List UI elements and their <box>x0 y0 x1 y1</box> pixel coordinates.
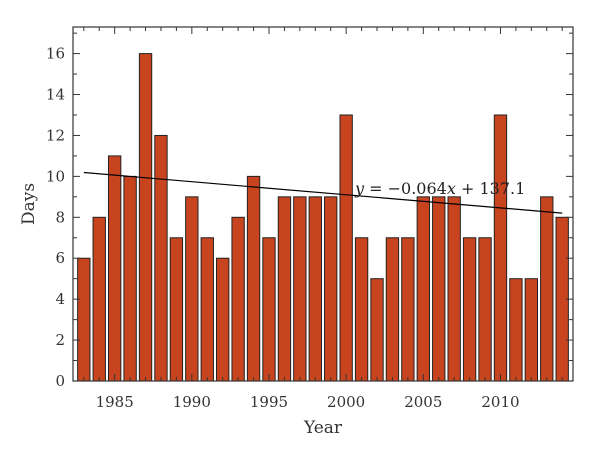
bar-2011 <box>509 278 523 382</box>
y-tick-label: 8 <box>55 208 65 226</box>
trend-line <box>83 171 563 214</box>
bar-1998 <box>308 196 322 382</box>
bar-2013 <box>540 196 554 382</box>
y-tick-label: 4 <box>55 290 65 308</box>
x-axis-title: Year <box>303 418 343 438</box>
x-tick-label: 2005 <box>404 393 442 411</box>
y-tick-label: 10 <box>46 167 65 185</box>
axes-group <box>72 26 574 382</box>
bar-1988 <box>154 134 168 382</box>
x-tick-label: 2000 <box>327 393 365 411</box>
bar-2003 <box>385 237 400 382</box>
y-tick-label: 12 <box>46 126 65 144</box>
x-tick-label: 2010 <box>481 393 519 411</box>
x-tick-label: 1985 <box>96 393 134 411</box>
plot-frame <box>72 26 574 382</box>
trend-equation: y = −0.064x + 137.1 <box>354 179 525 198</box>
bar-2002 <box>370 278 384 382</box>
x-tick-label: 1995 <box>250 393 288 411</box>
y-tick-label: 2 <box>55 331 65 349</box>
bar-2007 <box>447 196 461 382</box>
bar-1986 <box>123 175 137 382</box>
trendline-group <box>83 171 563 214</box>
bar-1990 <box>185 196 199 382</box>
bar-1994 <box>246 175 261 382</box>
bar-2005 <box>416 196 430 382</box>
bar-2010 <box>493 114 508 382</box>
bar-1987 <box>138 53 153 382</box>
bar-2012 <box>524 278 539 382</box>
bar-2004 <box>401 237 415 382</box>
bar-2000 <box>339 114 353 382</box>
bar-1995 <box>262 237 276 382</box>
bars-group <box>77 53 569 382</box>
bar-2008 <box>462 237 477 382</box>
bar-1991 <box>200 237 214 382</box>
bar-1996 <box>277 196 292 382</box>
y-tick-label: 14 <box>46 86 65 104</box>
labels-group: 0 2 4 6 8 10 12 14 16 1985 1990 1995 2000 2005 2010 Yea… <box>19 45 525 438</box>
bar-2009 <box>478 237 492 382</box>
y-tick-label: 16 <box>46 45 65 63</box>
bar-1992 <box>216 257 230 382</box>
y-tick-label: 0 <box>55 372 65 390</box>
bar-2001 <box>354 237 369 382</box>
bar-2006 <box>432 196 446 382</box>
bar-1983 <box>77 257 91 382</box>
bar-1993 <box>231 216 245 382</box>
bar-1989 <box>169 237 184 382</box>
bar-1997 <box>293 196 307 382</box>
y-tick-label: 6 <box>55 249 65 267</box>
x-tick-label: 1990 <box>173 393 211 411</box>
y-axis-title: Days <box>19 183 39 225</box>
bar-1984 <box>92 216 106 382</box>
bar-1985 <box>107 155 122 382</box>
bar-1999 <box>324 196 338 382</box>
